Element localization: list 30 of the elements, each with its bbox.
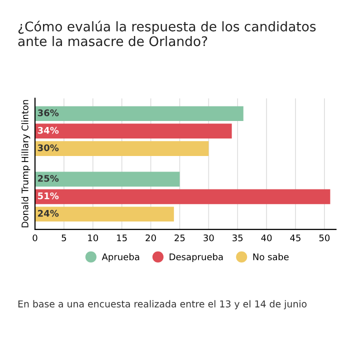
data-label: 24% — [38, 210, 59, 217]
x-tick-label: 40 — [261, 234, 272, 242]
y-tick-label: Hillary Clinton — [21, 100, 30, 162]
chart-title: ¿Cómo evalúa la respuesta de los candidatos ante la masacre de Orlando? — [18, 20, 316, 46]
bar — [35, 172, 180, 187]
bar — [35, 141, 209, 156]
bar — [35, 189, 330, 204]
data-label: 51% — [38, 192, 59, 200]
bar — [35, 124, 232, 139]
legend-label: Aprueba — [102, 253, 140, 262]
data-label: 25% — [38, 174, 59, 182]
data-label: 36% — [38, 109, 59, 116]
data-label: 30% — [38, 144, 59, 152]
x-tick-label: 10 — [88, 234, 98, 242]
x-tick-label: 50 — [319, 234, 330, 242]
bar — [35, 106, 244, 122]
y-tick-label: Donald Trump — [21, 166, 30, 228]
legend-label: No sabe — [253, 253, 289, 260]
legend-label: Desaprueba — [170, 253, 223, 262]
x-tick-label: 25 — [174, 234, 185, 242]
text: En base a una encuesta realizada entre el 13 y el 14 de junio — [18, 300, 307, 310]
x-tick-label: 45 — [290, 234, 300, 242]
x-tick-label: 30 — [204, 234, 214, 242]
x-tick-label: 20 — [146, 234, 156, 242]
x-tick-label: 0 — [32, 234, 38, 242]
x-tick-label: 5 — [62, 234, 66, 242]
data-label: 34% — [38, 126, 59, 134]
bar — [35, 206, 174, 222]
x-tick-label: 35 — [232, 234, 243, 242]
x-tick-label: 15 — [117, 234, 127, 242]
